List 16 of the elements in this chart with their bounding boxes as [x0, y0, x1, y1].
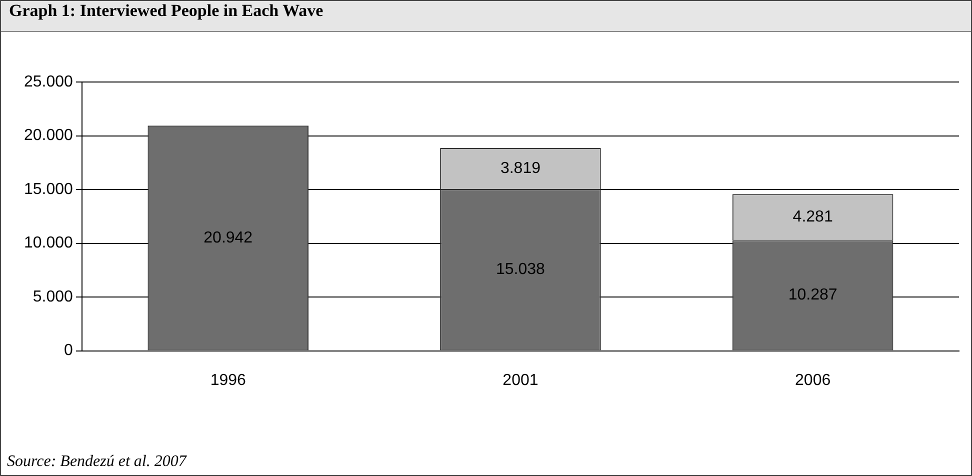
y-tick-label: 5.000	[32, 288, 74, 306]
data-label: 4.281	[792, 208, 833, 226]
y-tick-label: 20.000	[24, 127, 74, 144]
x-tick-label: 2006	[795, 372, 831, 389]
x-tick-label: 1996	[210, 372, 246, 389]
data-label: 15.038	[496, 261, 546, 278]
x-tick-label: 2001	[502, 372, 538, 389]
source-note: Source: Bendezú et al. 2007	[7, 453, 186, 471]
data-label: 10.287	[788, 286, 838, 304]
y-tick-label: 10.000	[24, 234, 74, 252]
chart-title: Graph 1: Interviewed People in Each Wave	[1, 1, 971, 32]
data-label: 20.942	[204, 229, 253, 246]
data-label: 3.819	[500, 160, 541, 177]
y-tick-label: 15.000	[24, 180, 74, 198]
y-tick-label: 0	[64, 342, 74, 360]
y-tick-label: 25.000	[24, 73, 74, 90]
